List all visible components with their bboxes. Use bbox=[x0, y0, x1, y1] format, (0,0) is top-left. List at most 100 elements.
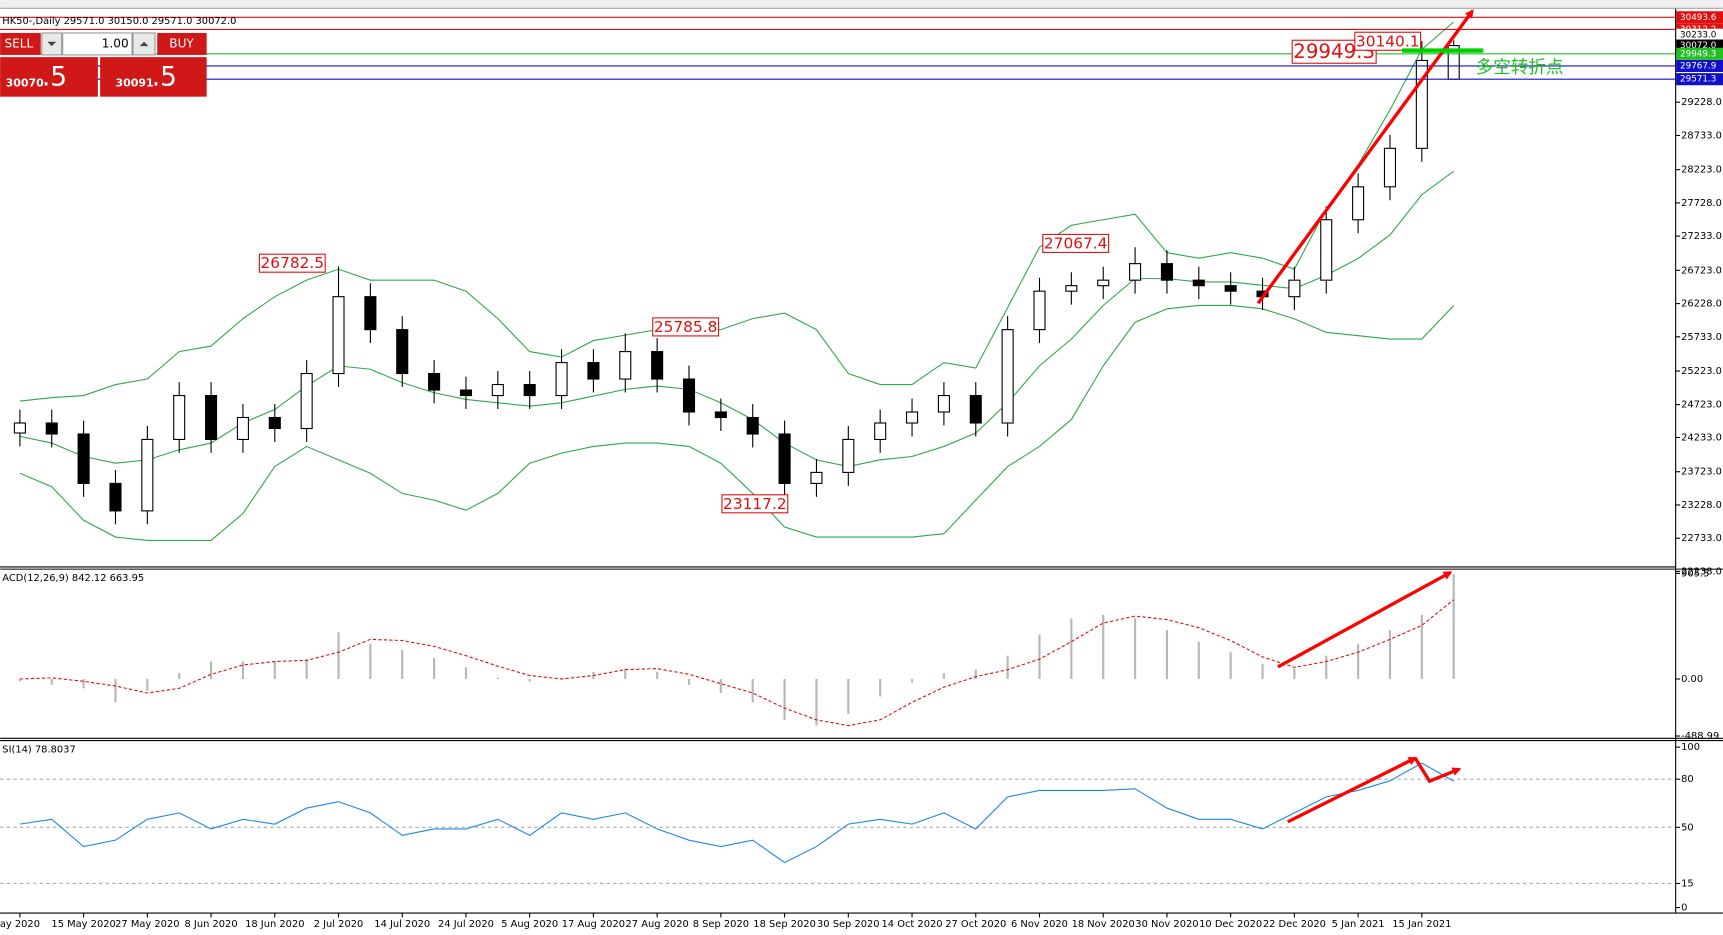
buy-label[interactable]: BUY bbox=[169, 36, 194, 50]
x-tick-label: 2 Jul 2020 bbox=[314, 919, 364, 930]
buy-price-fraction: .5 bbox=[152, 63, 177, 93]
candle-body bbox=[523, 383, 536, 397]
candle-body bbox=[778, 433, 791, 484]
y-tick-label: 29228.0 bbox=[1681, 97, 1722, 108]
candle-body bbox=[141, 438, 154, 512]
candle-body bbox=[969, 395, 982, 424]
sell-button[interactable] bbox=[0, 32, 41, 55]
y-tick-label: -488.99 bbox=[1681, 731, 1719, 742]
x-tick-label: 10 Dec 2020 bbox=[1199, 919, 1262, 930]
rsi-arrow bbox=[1413, 757, 1462, 784]
candle-body bbox=[332, 296, 345, 375]
y-tick-label: 28223.0 bbox=[1681, 165, 1722, 176]
sell-price-box[interactable] bbox=[0, 57, 98, 97]
candle-body bbox=[682, 378, 696, 413]
annotation-box bbox=[652, 317, 720, 337]
x-tick-label: ay 2020 bbox=[0, 919, 40, 930]
sell-price-main: 30070 bbox=[6, 77, 45, 90]
sell-price-fraction: .5 bbox=[42, 63, 67, 93]
candle-body bbox=[205, 395, 218, 440]
annotation-box bbox=[721, 494, 789, 514]
pivot-note: 多空转折点 bbox=[1476, 58, 1564, 78]
x-tick-label: 27 May 2020 bbox=[115, 919, 179, 930]
buy-price-main: 30091 bbox=[115, 77, 153, 90]
x-tick-label: 18 Nov 2020 bbox=[1072, 919, 1135, 930]
y-tick-label: 27233.0 bbox=[1681, 231, 1722, 242]
candle-body bbox=[364, 296, 377, 331]
candle-body bbox=[109, 482, 122, 512]
up-icon bbox=[139, 41, 149, 47]
y-tick-label: 24233.0 bbox=[1681, 433, 1722, 444]
annotation-box bbox=[258, 253, 326, 273]
price-annotation: 26782.5 bbox=[261, 254, 325, 272]
x-tick-label: 24 Jul 2020 bbox=[438, 919, 494, 930]
candle-body bbox=[45, 422, 58, 435]
candle-body bbox=[1129, 263, 1142, 281]
annotation-box bbox=[1354, 31, 1422, 51]
x-tick-label: 14 Jul 2020 bbox=[374, 919, 430, 930]
candle-body bbox=[1288, 279, 1301, 298]
toolbar bbox=[0, 0, 1723, 8]
candle-body bbox=[905, 411, 919, 424]
candle-body bbox=[810, 471, 823, 484]
candle-body bbox=[300, 372, 313, 430]
buy-price-box[interactable] bbox=[100, 57, 207, 97]
sell-label[interactable]: SELL bbox=[5, 36, 34, 50]
y-tick-label: 100 bbox=[1681, 742, 1700, 753]
macd-title: ACD(12,26,9) 842.12 663.95 bbox=[2, 573, 144, 584]
candle-body bbox=[619, 351, 632, 380]
bollinger-band bbox=[19, 304, 1455, 541]
candle-body bbox=[13, 422, 26, 434]
price-level-label: 29571.3 bbox=[1680, 75, 1716, 85]
candle-body bbox=[1224, 285, 1237, 292]
y-tick-label: 26228.0 bbox=[1681, 299, 1722, 310]
x-tick-label: 18 Sep 2020 bbox=[753, 919, 816, 930]
candle-body bbox=[651, 351, 664, 380]
y-tick-label: 23228.0 bbox=[1681, 500, 1722, 511]
x-tick-label: 5 Aug 2020 bbox=[501, 919, 558, 930]
y-tick-label: 15 bbox=[1681, 878, 1694, 889]
price-level-label: 29949.3 bbox=[1680, 49, 1716, 59]
candle-body bbox=[1352, 186, 1365, 221]
macd-signal bbox=[19, 599, 1455, 727]
price-level-label: 30233.0 bbox=[1680, 30, 1716, 40]
y-tick-label: 22733.0 bbox=[1681, 533, 1722, 544]
bollinger-band bbox=[19, 170, 1455, 468]
y-tick-label: 23723.0 bbox=[1681, 467, 1722, 478]
x-tick-label: 6 Nov 2020 bbox=[1011, 919, 1068, 930]
y-tick-label: 27728.0 bbox=[1681, 198, 1722, 209]
y-tick-label: 24723.0 bbox=[1681, 400, 1722, 411]
candle-body bbox=[937, 395, 950, 413]
chart-header: HK50-,Daily 29571.0 30150.0 29571.0 3007… bbox=[2, 16, 236, 27]
lot-value: 1.00 bbox=[102, 36, 129, 50]
candle-body bbox=[1033, 290, 1046, 331]
price-level-label: 30072.0 bbox=[1680, 41, 1716, 51]
x-tick-label: 17 Aug 2020 bbox=[562, 919, 625, 930]
y-tick-label: 25223.0 bbox=[1681, 366, 1722, 377]
x-tick-label: 22 Dec 2020 bbox=[1263, 919, 1326, 930]
y-tick-label: 22238.0 bbox=[1681, 566, 1722, 577]
candle-body bbox=[268, 416, 281, 430]
trade-panel: SELL 1.00 BUY 30070 .5 30091 .5 bbox=[0, 32, 207, 97]
y-tick-label: 0 bbox=[1681, 903, 1687, 914]
x-tick-label: 8 Jun 2020 bbox=[185, 919, 238, 930]
x-tick-label: 15 May 2020 bbox=[51, 919, 115, 930]
x-tick-label: 18 Jun 2020 bbox=[245, 919, 304, 930]
candle-body bbox=[1160, 263, 1173, 281]
price-annotation: 25785.8 bbox=[654, 318, 718, 336]
price-annotation: 27067.4 bbox=[1044, 234, 1108, 252]
price-level-label: 30493.6 bbox=[1680, 13, 1717, 23]
annotation-box bbox=[1042, 233, 1110, 253]
candle-body bbox=[555, 362, 568, 397]
candle-body bbox=[1097, 279, 1110, 287]
x-tick-label: 8 Sep 2020 bbox=[693, 919, 749, 930]
x-tick-label: 27 Oct 2020 bbox=[945, 919, 1006, 930]
rsi-title: SI(14) 78.8037 bbox=[2, 744, 75, 755]
rsi-arrow bbox=[1287, 756, 1418, 824]
lot-input[interactable] bbox=[62, 32, 133, 56]
down-icon bbox=[47, 41, 57, 47]
buy-button[interactable] bbox=[157, 32, 207, 55]
candle-body bbox=[77, 433, 90, 484]
candle-body bbox=[1415, 59, 1428, 149]
